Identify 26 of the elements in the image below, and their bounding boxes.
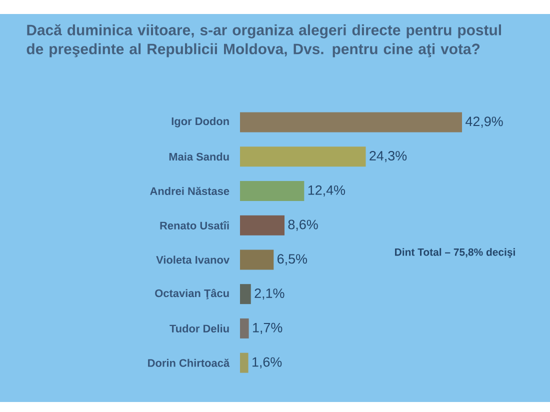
data-label: 6,5% [278, 254, 308, 266]
y-tick-label: Dorin Chirtoacă [148, 358, 230, 367]
y-tick-label: Maia Sandu [169, 152, 229, 161]
annotation: Dint Total – 75,8% decişi [395, 248, 515, 258]
data-label: 24,3% [370, 151, 407, 162]
bar [240, 352, 248, 373]
bar [240, 250, 274, 270]
data-label: 1,6% [252, 357, 282, 368]
bar [240, 146, 366, 167]
y-tick-label: Igor Dodon [172, 117, 229, 128]
data-label: 42,9% [466, 116, 503, 128]
bar [240, 112, 462, 132]
bar [240, 284, 251, 304]
data-label: 1,7% [253, 322, 282, 334]
y-tick-label: Andrei Năstase [150, 186, 230, 196]
y-tick-label: Octavian Ţâcu [155, 288, 229, 300]
bar [240, 215, 285, 236]
data-label: 12,4% [308, 185, 346, 196]
y-tick-label: Violeta Ivanov [156, 256, 230, 264]
y-tick-label: Tudor Deliu [170, 324, 229, 332]
bar [240, 318, 249, 338]
bar [240, 180, 304, 201]
y-tick-label: Renato Usatîi [160, 221, 229, 230]
data-label: 8,6% [288, 220, 318, 231]
data-label: 2,1% [254, 288, 284, 300]
chart-title: Dacă duminica viitoare, s-ar organiza alegeri directe pentru postul de preşedinte al Republicii Moldova, Dvs. pentru cine aţi vota? [26, 24, 501, 58]
